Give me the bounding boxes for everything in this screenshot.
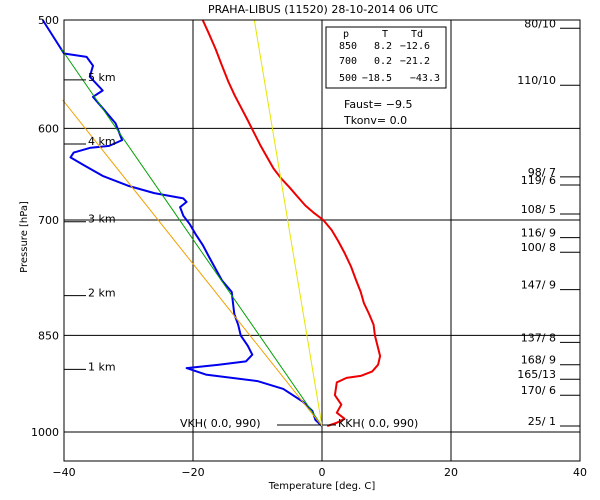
wind-label: 108/ 5 <box>521 203 556 216</box>
y-axis-label: Pressure [hPa] <box>19 201 30 273</box>
wind-label: 80/10 <box>524 17 556 30</box>
wind-label: 147/ 9 <box>521 279 556 292</box>
stats-cell: −18.5 <box>362 73 392 84</box>
wind-label: 100/ 8 <box>521 241 556 254</box>
stats-cell: 0.2 <box>374 56 392 67</box>
stats-cell: −43.3 <box>410 73 440 84</box>
wind-label: 25/ 1 <box>528 415 556 428</box>
x-tick-label: −20 <box>181 466 204 479</box>
stats-cell: 8.2 <box>374 41 392 52</box>
wind-label: 98/ 7 <box>528 166 556 179</box>
x-tick-label: −40 <box>52 466 75 479</box>
stats-cell: −21.2 <box>400 56 430 67</box>
y-ticks: 500 600 700 850 1000 <box>31 14 59 439</box>
y-tick-label: 600 <box>38 122 59 135</box>
x-tick-label: 20 <box>444 466 458 479</box>
y-tick-label: 700 <box>38 214 59 227</box>
series-td-line <box>41 19 323 427</box>
altitude-label: 5 km <box>88 71 116 84</box>
wind-label: 165/13 <box>517 368 556 381</box>
x-tick-label: 40 <box>573 466 587 479</box>
x-axis-label: Temperature [deg. C] <box>268 481 376 492</box>
axes <box>63 19 581 462</box>
altitude-label: 3 km <box>88 213 116 226</box>
kkh-annotation: KKH( 0.0, 990) <box>338 417 418 430</box>
altitude-label: 4 km <box>88 135 116 148</box>
stats-cell: 850 <box>339 41 357 52</box>
chart-title: PRAHA-LIBUS (11520) 28-10-2014 06 UTC <box>208 3 438 16</box>
tkonv-index: Tkonv= 0.0 <box>343 114 407 127</box>
stats-table-box <box>325 26 447 89</box>
altitude-label: 1 km <box>88 360 116 373</box>
stats-header-t: T <box>382 29 388 40</box>
plot-frame <box>63 19 581 462</box>
grid <box>63 19 581 461</box>
stats-header-p: p <box>343 29 349 40</box>
stats-header-td: Td <box>411 29 423 40</box>
faust-index: Faust= −9.5 <box>344 98 413 111</box>
altitude-label: 2 km <box>88 287 116 300</box>
wind-label: 110/10 <box>517 74 556 87</box>
stats-cell: 500 <box>339 73 357 84</box>
series-dry-adiabat-line <box>60 48 323 427</box>
y-tick-label: 850 <box>38 329 59 342</box>
stats-cell: −12.6 <box>400 41 430 52</box>
stats-cell: 700 <box>339 56 357 67</box>
stats-table: p T Td 850 8.2 −12.6 700 0.2 −21.2 500 −… <box>325 26 447 89</box>
x-ticks: −40 −20 0 20 40 <box>52 466 587 479</box>
y-tick-label: 1000 <box>31 426 59 439</box>
series-mixing-ratio-line <box>253 19 323 427</box>
altitude-labels: 5 km 4 km 3 km 2 km 1 km <box>64 71 116 373</box>
wind-label: 137/ 8 <box>521 331 556 344</box>
wind-label: 168/ 9 <box>521 354 556 367</box>
series-layer <box>41 19 382 427</box>
vkh-annotation: VKH( 0.0, 990) <box>180 417 261 430</box>
wind-label: 170/ 6 <box>521 384 556 397</box>
y-tick-label: 500 <box>38 14 59 27</box>
wind-label: 116/ 9 <box>521 227 556 240</box>
series-t-line <box>201 19 382 427</box>
x-tick-label: 0 <box>319 466 326 479</box>
wind-label: 119/ 6 <box>521 174 556 187</box>
series-moist-adiabat-line <box>62 99 323 427</box>
